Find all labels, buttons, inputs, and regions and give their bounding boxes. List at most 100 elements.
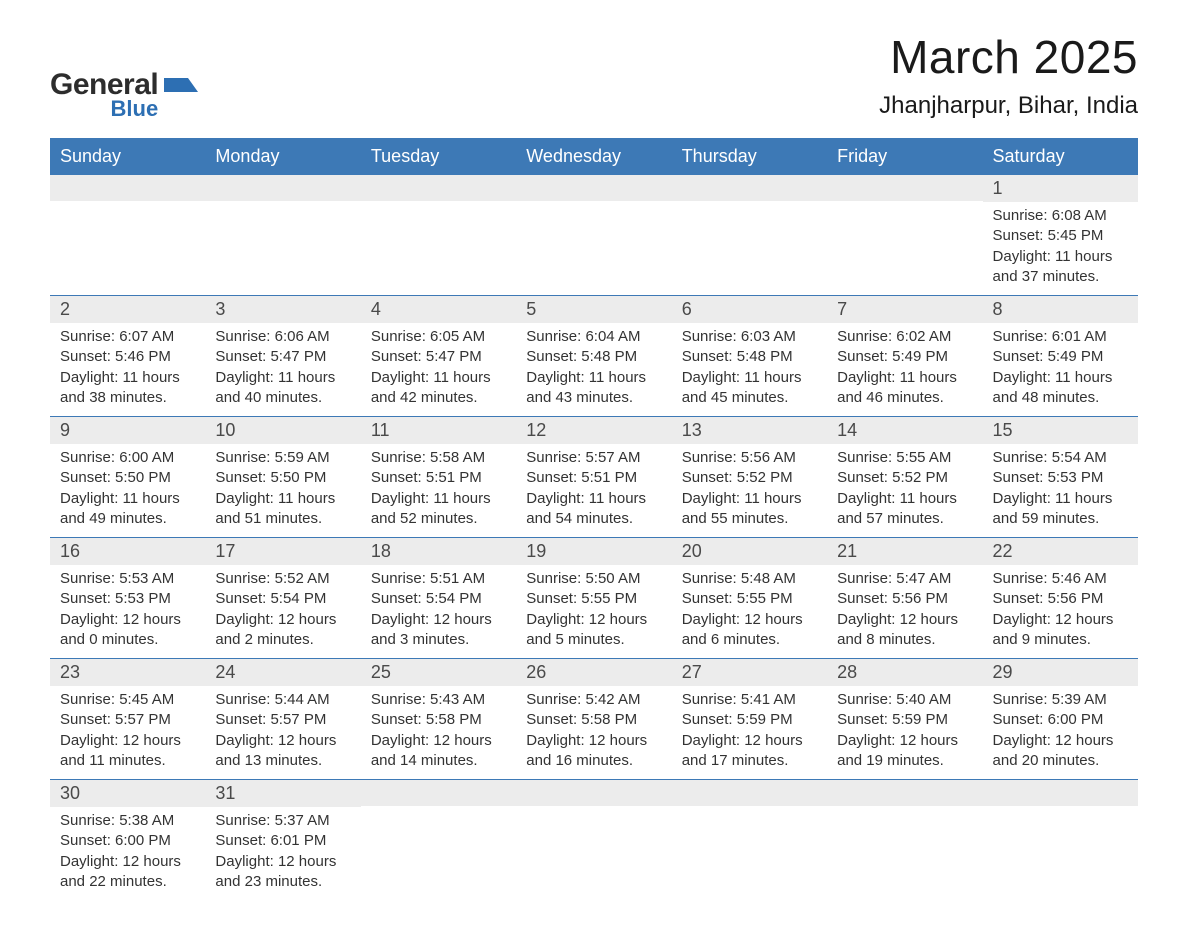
calendar-day-cell [516, 175, 671, 295]
calendar-day-cell: 31Sunrise: 5:37 AMSunset: 6:01 PMDayligh… [205, 780, 360, 900]
calendar-week-row: 23Sunrise: 5:45 AMSunset: 5:57 PMDayligh… [50, 658, 1138, 779]
daylight-line-1: Daylight: 11 hours [371, 489, 506, 509]
daylight-line-1: Daylight: 11 hours [371, 368, 506, 388]
empty-day-band [205, 175, 360, 201]
sunrise-line: Sunrise: 5:55 AM [837, 448, 972, 468]
calendar-day-cell [827, 780, 982, 900]
calendar-header-cell: Monday [205, 138, 360, 175]
day-details: Sunrise: 5:46 AMSunset: 5:56 PMDaylight:… [983, 565, 1138, 658]
calendar: SundayMondayTuesdayWednesdayThursdayFrid… [50, 138, 1138, 900]
day-details: Sunrise: 5:48 AMSunset: 5:55 PMDaylight:… [672, 565, 827, 658]
day-number: 16 [50, 538, 205, 565]
day-details [50, 201, 205, 213]
daylight-line-2: and 20 minutes. [993, 751, 1128, 771]
empty-day-band [50, 175, 205, 201]
sunrise-line: Sunrise: 5:48 AM [682, 569, 817, 589]
day-number: 6 [672, 296, 827, 323]
day-details [827, 806, 982, 818]
day-details: Sunrise: 5:52 AMSunset: 5:54 PMDaylight:… [205, 565, 360, 658]
daylight-line-2: and 19 minutes. [837, 751, 972, 771]
calendar-header-cell: Sunday [50, 138, 205, 175]
daylight-line-1: Daylight: 11 hours [993, 247, 1128, 267]
sunset-line: Sunset: 5:48 PM [526, 347, 661, 367]
day-details: Sunrise: 5:40 AMSunset: 5:59 PMDaylight:… [827, 686, 982, 779]
calendar-body: 1Sunrise: 6:08 AMSunset: 5:45 PMDaylight… [50, 175, 1138, 900]
daylight-line-1: Daylight: 11 hours [526, 489, 661, 509]
daylight-line-1: Daylight: 11 hours [837, 489, 972, 509]
sunset-line: Sunset: 5:49 PM [837, 347, 972, 367]
calendar-day-cell: 8Sunrise: 6:01 AMSunset: 5:49 PMDaylight… [983, 296, 1138, 416]
daylight-line-1: Daylight: 12 hours [837, 731, 972, 751]
daylight-line-2: and 48 minutes. [993, 388, 1128, 408]
daylight-line-2: and 11 minutes. [60, 751, 195, 771]
day-details: Sunrise: 5:56 AMSunset: 5:52 PMDaylight:… [672, 444, 827, 537]
calendar-day-cell: 16Sunrise: 5:53 AMSunset: 5:53 PMDayligh… [50, 538, 205, 658]
sunset-line: Sunset: 5:46 PM [60, 347, 195, 367]
empty-day-band [827, 175, 982, 201]
sunrise-line: Sunrise: 5:59 AM [215, 448, 350, 468]
sunset-line: Sunset: 5:49 PM [993, 347, 1128, 367]
daylight-line-2: and 17 minutes. [682, 751, 817, 771]
calendar-header-cell: Tuesday [361, 138, 516, 175]
calendar-day-cell [361, 780, 516, 900]
sunrise-line: Sunrise: 5:45 AM [60, 690, 195, 710]
sunset-line: Sunset: 5:53 PM [60, 589, 195, 609]
sunrise-line: Sunrise: 5:39 AM [993, 690, 1128, 710]
daylight-line-2: and 9 minutes. [993, 630, 1128, 650]
daylight-line-2: and 57 minutes. [837, 509, 972, 529]
day-number: 22 [983, 538, 1138, 565]
daylight-line-1: Daylight: 11 hours [993, 489, 1128, 509]
calendar-day-cell: 3Sunrise: 6:06 AMSunset: 5:47 PMDaylight… [205, 296, 360, 416]
sunrise-line: Sunrise: 6:01 AM [993, 327, 1128, 347]
calendar-day-cell: 12Sunrise: 5:57 AMSunset: 5:51 PMDayligh… [516, 417, 671, 537]
day-details [672, 201, 827, 213]
calendar-header-row: SundayMondayTuesdayWednesdayThursdayFrid… [50, 138, 1138, 175]
calendar-day-cell: 22Sunrise: 5:46 AMSunset: 5:56 PMDayligh… [983, 538, 1138, 658]
day-details: Sunrise: 6:06 AMSunset: 5:47 PMDaylight:… [205, 323, 360, 416]
empty-day-band [516, 780, 671, 806]
day-details: Sunrise: 5:47 AMSunset: 5:56 PMDaylight:… [827, 565, 982, 658]
calendar-day-cell: 15Sunrise: 5:54 AMSunset: 5:53 PMDayligh… [983, 417, 1138, 537]
sunrise-line: Sunrise: 5:40 AM [837, 690, 972, 710]
calendar-day-cell: 14Sunrise: 5:55 AMSunset: 5:52 PMDayligh… [827, 417, 982, 537]
daylight-line-1: Daylight: 12 hours [526, 731, 661, 751]
calendar-header-cell: Wednesday [516, 138, 671, 175]
daylight-line-1: Daylight: 12 hours [837, 610, 972, 630]
day-number: 1 [983, 175, 1138, 202]
day-details: Sunrise: 6:08 AMSunset: 5:45 PMDaylight:… [983, 202, 1138, 295]
calendar-day-cell: 29Sunrise: 5:39 AMSunset: 6:00 PMDayligh… [983, 659, 1138, 779]
sunset-line: Sunset: 5:54 PM [215, 589, 350, 609]
day-number: 3 [205, 296, 360, 323]
empty-day-band [827, 780, 982, 806]
day-details: Sunrise: 5:39 AMSunset: 6:00 PMDaylight:… [983, 686, 1138, 779]
sunset-line: Sunset: 5:59 PM [682, 710, 817, 730]
daylight-line-1: Daylight: 11 hours [60, 368, 195, 388]
calendar-day-cell: 27Sunrise: 5:41 AMSunset: 5:59 PMDayligh… [672, 659, 827, 779]
sunset-line: Sunset: 5:47 PM [215, 347, 350, 367]
daylight-line-1: Daylight: 12 hours [993, 610, 1128, 630]
day-number: 23 [50, 659, 205, 686]
day-number: 7 [827, 296, 982, 323]
sunrise-line: Sunrise: 6:05 AM [371, 327, 506, 347]
day-details [983, 806, 1138, 818]
calendar-day-cell: 20Sunrise: 5:48 AMSunset: 5:55 PMDayligh… [672, 538, 827, 658]
day-details: Sunrise: 5:41 AMSunset: 5:59 PMDaylight:… [672, 686, 827, 779]
calendar-day-cell: 17Sunrise: 5:52 AMSunset: 5:54 PMDayligh… [205, 538, 360, 658]
daylight-line-2: and 0 minutes. [60, 630, 195, 650]
sunset-line: Sunset: 5:48 PM [682, 347, 817, 367]
day-number: 13 [672, 417, 827, 444]
day-details: Sunrise: 6:01 AMSunset: 5:49 PMDaylight:… [983, 323, 1138, 416]
day-details [205, 201, 360, 213]
day-details: Sunrise: 5:38 AMSunset: 6:00 PMDaylight:… [50, 807, 205, 900]
sunrise-line: Sunrise: 5:52 AM [215, 569, 350, 589]
sunset-line: Sunset: 5:50 PM [215, 468, 350, 488]
daylight-line-2: and 55 minutes. [682, 509, 817, 529]
daylight-line-1: Daylight: 12 hours [371, 610, 506, 630]
daylight-line-2: and 43 minutes. [526, 388, 661, 408]
daylight-line-2: and 52 minutes. [371, 509, 506, 529]
calendar-day-cell: 7Sunrise: 6:02 AMSunset: 5:49 PMDaylight… [827, 296, 982, 416]
day-number: 25 [361, 659, 516, 686]
daylight-line-1: Daylight: 11 hours [682, 489, 817, 509]
day-number: 14 [827, 417, 982, 444]
daylight-line-2: and 14 minutes. [371, 751, 506, 771]
